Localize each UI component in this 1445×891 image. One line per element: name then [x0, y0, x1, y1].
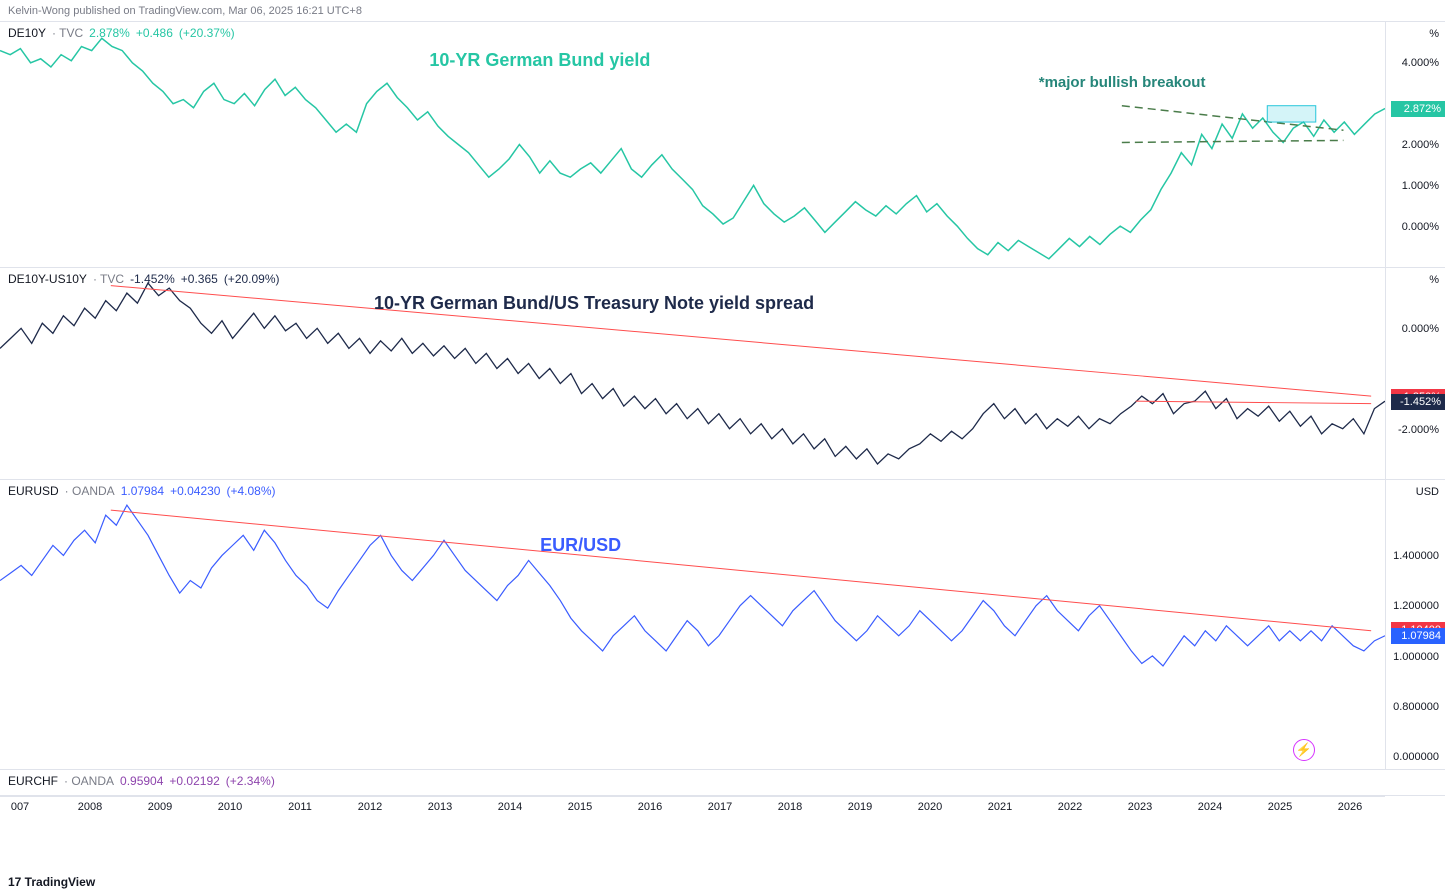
x-tick: 2023	[1128, 801, 1152, 813]
y-tick: 1.400000	[1393, 550, 1439, 562]
publish-text: Kelvin-Wong published on TradingView.com…	[8, 5, 362, 17]
x-tick: 2025	[1268, 801, 1292, 813]
x-tick: 2024	[1198, 801, 1222, 813]
panel-header-eurusd: EURUSD · OANDA 1.07984 +0.04230 (+4.08%)	[8, 484, 276, 498]
price-line	[0, 505, 1385, 666]
symbol: DE10Y-US10Y	[8, 272, 87, 286]
pattern-line[interactable]	[1122, 140, 1344, 142]
source: · OANDA	[64, 774, 114, 788]
change-pct: (+4.08%)	[226, 484, 275, 498]
chart-stack: DE10Y · TVC 2.878% +0.486 (+20.37%)% 4.000% 2.…	[0, 22, 1445, 820]
x-tick: 2011	[288, 801, 312, 813]
x-tick: 2010	[218, 801, 242, 813]
y-axis-unit: %	[1429, 28, 1439, 40]
chart-area[interactable]: EUR/USD ⚡	[0, 480, 1385, 769]
last-value: 0.95904	[120, 774, 163, 788]
symbol: EURCHF	[8, 774, 58, 788]
price-tag-last: -1.452%	[1391, 394, 1445, 410]
panel-eurchf[interactable]: EURCHF · OANDA 0.95904 +0.02192 (+2.34%)	[0, 770, 1445, 796]
x-tick: 2019	[848, 801, 872, 813]
trendline[interactable]	[111, 510, 1371, 631]
x-tick: 2021	[988, 801, 1012, 813]
y-tick: 0.800000	[1393, 701, 1439, 713]
panel-de10y[interactable]: DE10Y · TVC 2.878% +0.486 (+20.37%)% 4.000% 2.…	[0, 22, 1445, 268]
tradingview-logo: 17 TradingView	[8, 875, 95, 889]
y-tick: 2.000%	[1402, 139, 1439, 151]
panel-header-eurchf: EURCHF · OANDA 0.95904 +0.02192 (+2.34%)	[8, 774, 275, 788]
chart-title: 10-YR German Bund/US Treasury Note yield…	[374, 293, 814, 314]
annotation-text: *major bullish breakout	[1039, 74, 1206, 91]
footer: 17 TradingView	[8, 875, 95, 889]
change: +0.04230	[170, 484, 220, 498]
x-tick: 007	[11, 801, 29, 813]
x-tick: 2026	[1338, 801, 1362, 813]
symbol: EURUSD	[8, 484, 59, 498]
y-tick: 0.000%	[1402, 323, 1439, 335]
y-tick: -2.000%	[1398, 424, 1439, 436]
last-value: 1.07984	[121, 484, 164, 498]
y-tick: 4.000%	[1402, 57, 1439, 69]
x-tick: 2009	[148, 801, 172, 813]
symbol: DE10Y	[8, 26, 46, 40]
trendline[interactable]	[1136, 401, 1371, 404]
x-tick: 2016	[638, 801, 662, 813]
last-value: -1.452%	[130, 272, 175, 286]
chart-title: 10-YR German Bund yield	[429, 50, 650, 71]
price-tag-last: 2.872%	[1391, 101, 1445, 117]
source: · TVC	[52, 26, 83, 40]
publish-header: Kelvin-Wong published on TradingView.com…	[0, 0, 1445, 22]
chart-area[interactable]: 10-YR German Bund yield *major bullish br…	[0, 22, 1385, 267]
x-tick: 2017	[708, 801, 732, 813]
source: · OANDA	[65, 484, 115, 498]
y-tick: 0.000000	[1393, 751, 1439, 763]
change-pct: (+20.37%)	[179, 26, 235, 40]
change: +0.486	[136, 26, 173, 40]
change-pct: (+20.09%)	[224, 272, 280, 286]
x-tick: 2015	[568, 801, 592, 813]
snapshot-icon[interactable]: ⚡	[1293, 739, 1315, 761]
y-axis[interactable]: USD 1.400000 1.200000 1.000000 0.800000 0.000…	[1385, 480, 1445, 769]
panel-spread[interactable]: DE10Y-US10Y · TVC -1.452% +0.365 (+20.09%)% 0…	[0, 268, 1445, 480]
x-tick: 2012	[358, 801, 382, 813]
price-line	[0, 38, 1385, 259]
y-tick: 0.000%	[1402, 221, 1439, 233]
y-axis[interactable]: %0.000%-2.000%-1.350%-1.452%	[1385, 268, 1445, 479]
y-axis[interactable]: % 4.000% 2.000% 1.000% 0.000% 2.872%	[1385, 22, 1445, 267]
last-value: 2.878%	[89, 26, 130, 40]
source: · TVC	[93, 272, 124, 286]
y-axis-unit: USD	[1416, 486, 1439, 498]
change: +0.365	[181, 272, 218, 286]
x-tick: 2013	[428, 801, 452, 813]
y-tick: 1.200000	[1393, 600, 1439, 612]
x-tick: 2008	[78, 801, 102, 813]
chart-area[interactable]: 10-YR German Bund/US Treasury Note yield…	[0, 268, 1385, 479]
panel-eurusd[interactable]: EURUSD · OANDA 1.07984 +0.04230 (+4.08%) USD 1…	[0, 480, 1445, 770]
x-tick: 2020	[918, 801, 942, 813]
x-axis[interactable]: 007 2008 2009 2010 2011 2012 2013 2014 2015 2016 2…	[0, 796, 1385, 820]
change-pct: (+2.34%)	[226, 774, 275, 788]
y-tick: 1.000000	[1393, 651, 1439, 663]
price-tag-last: 1.07984	[1391, 628, 1445, 644]
change: +0.02192	[169, 774, 219, 788]
breakout-box[interactable]	[1267, 106, 1315, 122]
x-tick: 2018	[778, 801, 802, 813]
x-tick: 2014	[498, 801, 522, 813]
chart-title: EUR/USD	[540, 535, 621, 556]
y-axis-unit: %	[1429, 274, 1439, 286]
y-tick: 1.000%	[1402, 180, 1439, 192]
panel-header-de10y: DE10Y · TVC 2.878% +0.486 (+20.37%)	[8, 26, 235, 40]
x-tick: 2022	[1058, 801, 1082, 813]
panel-header-spread: DE10Y-US10Y · TVC -1.452% +0.365 (+20.09%)	[8, 272, 280, 286]
